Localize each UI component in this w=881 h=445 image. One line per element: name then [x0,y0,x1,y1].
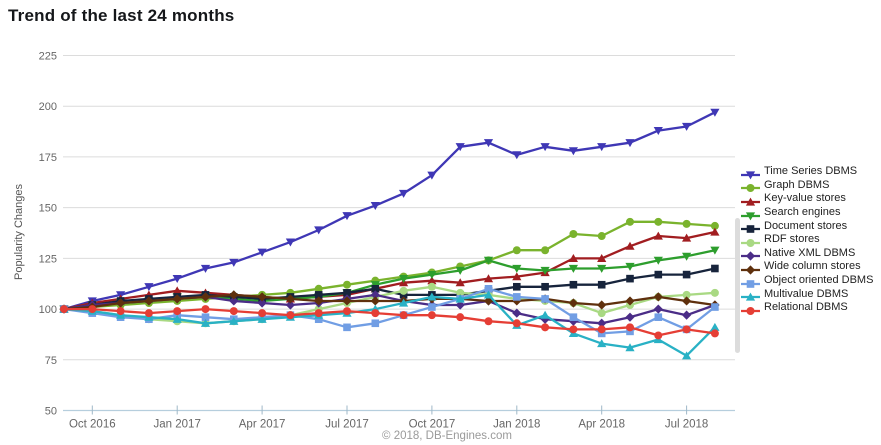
scrollbar-thumb[interactable] [735,218,740,353]
y-axis-title: Popularity Changes [13,184,25,281]
circle-marker-icon [741,235,760,247]
legend-label: Object oriented DBMS [764,274,874,287]
y-tick-label: 200 [39,101,57,113]
legend-item-graph-dbms: Graph DBMS [741,179,873,193]
x-tick-label: Apr 2017 [239,419,286,431]
diamond-marker-icon [741,262,760,275]
legend-item-time-series-dbms: Time Series DBMS [741,165,873,180]
series-line [63,111,716,311]
legend-label: Multivalue DBMS [764,287,849,300]
x-tick-label: Oct 2016 [69,419,116,431]
triangle-down-marker-icon [741,167,760,180]
chart-legend: Time Series DBMS Graph DBMS Key-value stor… [741,165,873,315]
series-line [63,287,716,335]
x-tick-label: Oct 2017 [409,419,456,431]
legend-item-wide-column-stores: Wide column stores [741,260,873,275]
y-tick-label: 125 [39,253,57,265]
legend-item-native-xml-dbms: Native XML DBMS [741,247,873,261]
legend-item-rdf-stores: RDF stores [741,233,873,247]
series-line [64,307,716,337]
copyright-note: © 2018, DB-Engines.com [382,430,512,442]
legend-item-document-stores: Document stores [741,219,873,233]
y-tick-label: 100 [39,304,57,316]
chart-title: Trend of the last 24 months [8,6,235,25]
square-marker-icon [741,221,760,233]
legend-item-object-oriented-dbms: Object oriented DBMS [741,274,873,288]
series-line [63,220,715,311]
legend-label: Key-value stores [764,192,846,205]
circle-marker-icon [741,180,760,193]
legend-item-multivalue-dbms: Multivalue DBMS [741,287,873,301]
x-tick-label: Apr 2018 [578,419,625,431]
legend-label: Search engines [764,206,841,219]
legend-item-search-engines: Search engines [741,206,873,220]
series-line [63,230,716,311]
series-line [63,285,715,325]
diamond-marker-icon [741,248,760,261]
legend-label: Wide column stores [764,260,861,273]
legend-label: Relational DBMS [764,301,848,314]
triangle-down-marker-icon [741,208,760,220]
legend-item-key-value-stores: Key-value stores [741,192,873,206]
series-relational-dbms [60,305,719,340]
x-tick-label: Jul 2017 [325,419,368,431]
x-tick-label: Jan 2017 [154,419,201,431]
x-tick-label: Jul 2018 [665,419,708,431]
legend-item-relational-dbms: Relational DBMS [741,301,873,315]
legend-label: Graph DBMS [764,178,830,191]
legend-label: Time Series DBMS [764,165,858,178]
legend-label: RDF stores [764,233,820,246]
y-tick-label: 225 [39,51,57,63]
legend-label: Native XML DBMS [764,246,856,259]
series-line [63,267,716,311]
y-tick-label: 50 [45,406,57,418]
series-wide-column-stores [59,290,720,314]
square-marker-icon [741,276,760,288]
triangle-up-marker-icon [741,194,760,206]
plot-area[interactable] [63,56,735,411]
y-tick-label: 150 [39,203,57,215]
circle-marker-icon [741,303,760,315]
legend-label: Document stores [764,219,848,232]
y-tick-label: 75 [45,355,57,367]
triangle-up-marker-icon [741,289,760,301]
series-multivalue-dbms [59,290,720,360]
series-line [63,293,716,311]
series-line [63,293,716,357]
x-tick-label: Jan 2018 [493,419,540,431]
y-tick-label: 175 [39,152,57,164]
